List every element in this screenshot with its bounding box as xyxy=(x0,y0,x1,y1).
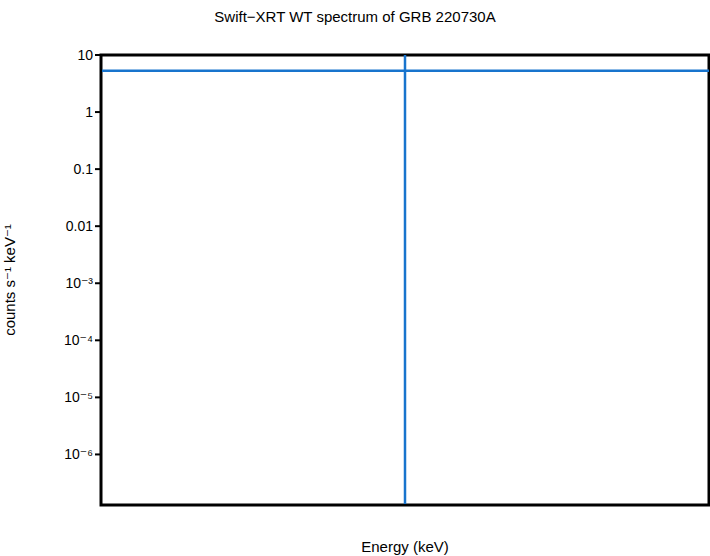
svg-text:10⁻⁶: 10⁻⁶ xyxy=(64,446,93,462)
html-text:Swift−XRT WT spectrum of GRB 2: Swift−XRT WT spectrum of GRB 220730A xyxy=(214,8,496,25)
svg-text:10⁻⁴: 10⁻⁴ xyxy=(64,332,93,348)
svg-text:0.01: 0.01 xyxy=(66,218,93,234)
svg-text:0.1: 0.1 xyxy=(74,161,94,177)
svg-text:1: 1 xyxy=(85,104,93,120)
svg-text:10⁻³: 10⁻³ xyxy=(65,275,93,291)
svg-text:counts s⁻¹ keV⁻¹: counts s⁻¹ keV⁻¹ xyxy=(8,224,18,336)
svg-text:Energy (keV): Energy (keV) xyxy=(361,538,449,555)
svg-text:10: 10 xyxy=(77,47,93,63)
svg-text:10⁻⁵: 10⁻⁵ xyxy=(64,389,93,405)
